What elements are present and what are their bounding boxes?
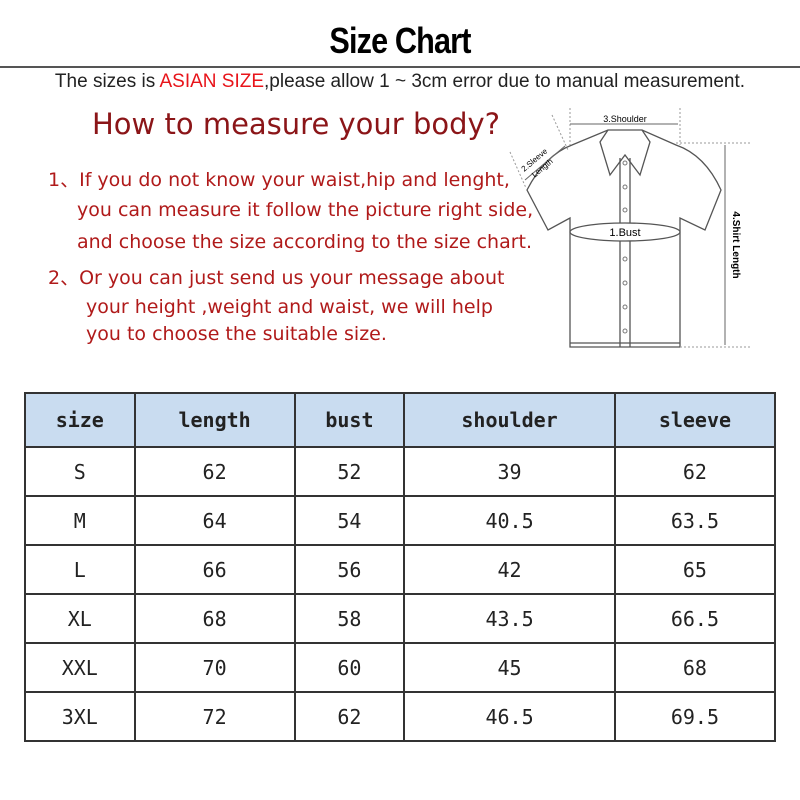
table-cell: 69.5 [613,691,777,742]
table-cell: 52 [293,446,406,497]
table-cell: 42 [403,544,616,595]
instruction-line: 1、If you do not know your waist,hip and … [48,169,510,191]
instruction-line: you can measure it follow the picture ri… [77,199,534,221]
table-cell: 3XL [24,691,136,742]
table-row: S 62 52 39 62 [24,446,777,497]
shoulder-label: 3.Shoulder [603,114,647,124]
instruction-line: you to choose the suitable size. [86,323,387,345]
table-cell: L [24,544,136,595]
instruction-line: your height ,weight and waist, we will h… [86,296,493,318]
shirt-diagram: 3.Shoulder 1.Bust 4.Shirt Length 2.Sleev… [509,108,750,348]
table-cell: 62 [293,691,406,742]
note-text-end: ,please allow 1 ~ 3cm error due to manua… [264,71,746,92]
table-cell: 40.5 [403,495,616,546]
table-cell: 66 [133,544,296,595]
table-cell: 66.5 [613,593,777,644]
instruction-line: and choose the size according to the siz… [77,231,533,253]
table-row: L 66 56 42 65 [24,544,777,595]
table-cell: 64 [133,495,296,546]
table-cell: 46.5 [403,691,616,742]
instruction-line: 2、Or you can just send us your message a… [48,267,505,289]
table-cell: XXL [24,642,136,693]
table-cell: 70 [133,642,296,693]
table-cell: 54 [293,495,406,546]
length-label: 4.Shirt Length [730,211,741,278]
howto-heading: How to measure your body? [92,107,501,141]
column-header-size: size [24,392,136,448]
note-highlight: ASIAN SIZE [159,71,264,92]
table-cell: 68 [613,642,777,693]
column-header-length: length [133,392,296,448]
table-cell: 58 [293,593,406,644]
bust-label: 1.Bust [609,227,640,239]
column-header-sleeve: sleeve [613,392,777,448]
column-header-bust: bust [293,392,406,448]
size-table: size length bust shoulder sleeve S 62 52 39 62 M 6… [24,392,777,742]
table-cell: S [24,446,136,497]
table-cell: XL [24,593,136,644]
table-row: XL 68 58 43.5 66.5 [24,593,777,644]
table-cell: 62 [133,446,296,497]
table-cell: 63.5 [613,495,777,546]
table-cell: 45 [403,642,616,693]
column-header-shoulder: shoulder [403,392,616,448]
table-cell: 65 [613,544,777,595]
table-cell: 68 [133,593,296,644]
note-text: The sizes is [54,71,160,92]
table-cell: 62 [613,446,777,497]
table-cell: 56 [293,544,406,595]
page-title: Size Chart [329,20,471,61]
size-note: The sizes is ASIAN SIZE,please allow 1 ~… [0,71,800,93]
table-cell: 39 [403,446,616,497]
table-cell: 43.5 [403,593,616,644]
table-row: XXL 70 60 45 68 [24,642,777,693]
table-cell: 60 [293,642,406,693]
table-cell: 72 [133,691,296,742]
table-row: 3XL 72 62 46.5 69.5 [24,691,777,742]
divider [0,66,800,68]
table-cell: M [24,495,136,546]
table-row: M 64 54 40.5 63.5 [24,495,777,546]
